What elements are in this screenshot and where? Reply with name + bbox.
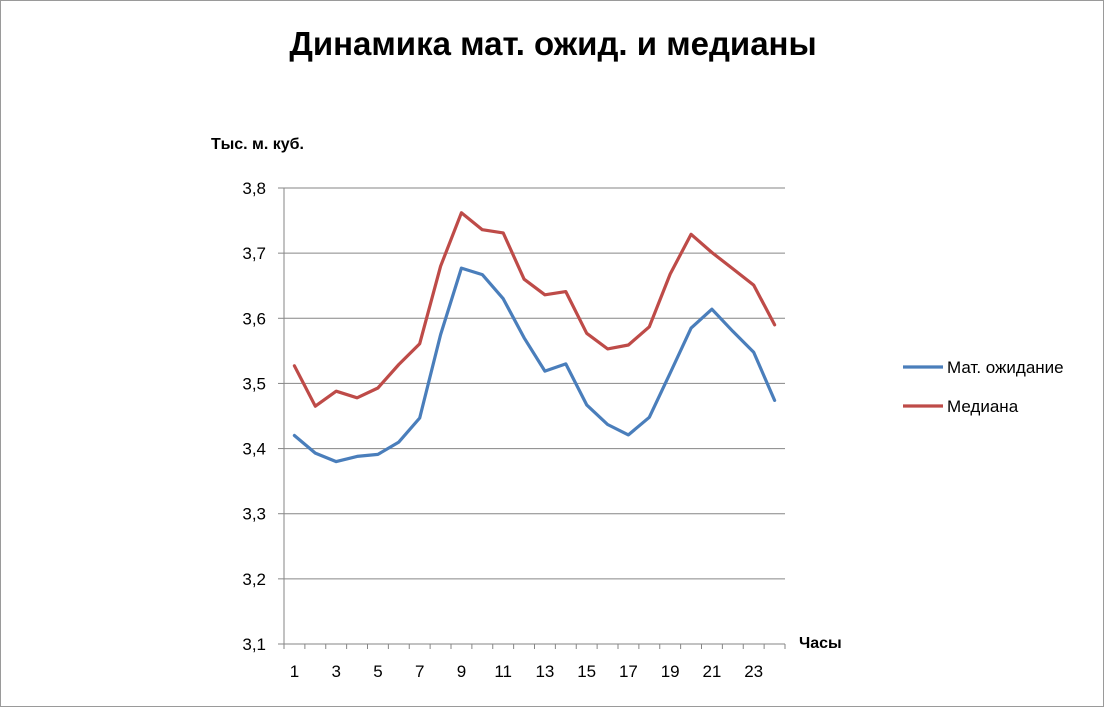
y-tick-label: 3,7 (242, 244, 266, 263)
x-tick-label: 11 (494, 662, 512, 681)
x-tick-label: 9 (457, 662, 466, 681)
chart-title: Динамика мат. ожид. и медианы (289, 25, 816, 62)
y-tick-label: 3,3 (242, 505, 266, 524)
legend: Мат. ожидание Медиана (903, 358, 1064, 416)
x-tick-label: 21 (702, 662, 721, 681)
legend-label: Медиана (947, 397, 1019, 416)
y-axis-title: Тыс. м. куб. (211, 136, 304, 153)
x-tick-label: 19 (661, 662, 680, 681)
y-tick-label: 3,5 (242, 374, 266, 393)
x-tick-label: 3 (331, 662, 340, 681)
x-tick-label: 7 (415, 662, 424, 681)
x-tick-label: 15 (577, 662, 596, 681)
series-line-2 (292, 211, 777, 408)
y-tick-label: 3,1 (242, 635, 266, 654)
x-tick-label: 13 (535, 662, 554, 681)
y-tick-labels: 3,1 3,2 3,3 3,4 3,5 3,6 3,7 3,8 (242, 179, 266, 654)
y-tick-label: 3,2 (242, 570, 266, 589)
x-tick-label: 17 (619, 662, 638, 681)
x-axis-title: Часы (799, 635, 842, 652)
gridlines (278, 187, 785, 645)
series-lines (292, 211, 777, 464)
y-tick-label: 3,6 (242, 309, 266, 328)
axes (283, 188, 786, 649)
x-tick-labels: 1 3 5 7 9 11 13 15 17 19 21 23 (290, 662, 763, 681)
y-tick-label: 3,4 (242, 440, 266, 459)
y-tick-label: 3,8 (242, 179, 266, 198)
x-tick-label: 23 (744, 662, 763, 681)
legend-label: Мат. ожидание (947, 358, 1064, 377)
x-tick-label: 1 (290, 662, 299, 681)
x-tick-label: 5 (373, 662, 382, 681)
series-line-1 (292, 266, 777, 464)
